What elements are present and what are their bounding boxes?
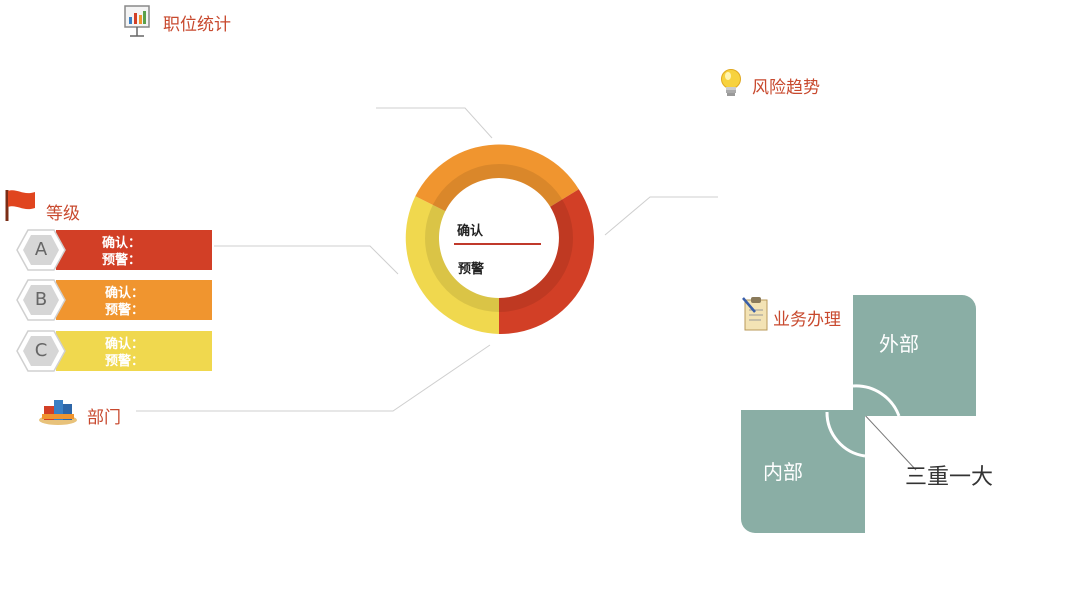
section-title-department: 部门 [87,408,121,428]
hexagon-badge-icon [16,279,66,321]
books-icon [39,400,77,425]
level-row-a: A 确认： 预警： [16,228,212,272]
section-title-level: 等级 [46,204,80,224]
ring-segment-yellow [405,196,499,334]
ring-segment-red [499,189,595,335]
level-bar-a [56,230,212,270]
tile-outer [853,295,976,416]
connector-callout [861,411,917,471]
flag-icon [5,190,35,221]
level-warn-c: 预警： [105,354,145,369]
level-letter-b: B [34,289,48,310]
tile-outer-label: 外部 [879,332,919,356]
presentation-chart-icon [124,5,150,37]
ring-segment-orange [415,144,579,212]
level-confirm-c: 确认： [105,337,145,352]
lightbulb-icon [721,69,741,96]
level-confirm-a: 确认： [102,236,142,251]
level-bar-b [56,280,212,320]
tile-inner [741,410,865,533]
hexagon-badge-icon [16,330,66,372]
donut-ring [405,144,595,335]
quadrant-arcs [825,384,901,458]
section-title-business: 业务办理 [773,310,841,330]
connector-position-stats [376,107,493,139]
section-title-position-stats: 职位统计 [163,15,231,35]
clipboard-icon [742,297,768,331]
connector-risk-trend [604,196,718,236]
level-bar-c [56,331,212,371]
level-letter-c: C [34,340,48,361]
connector-level [214,245,399,275]
level-warn-a: 预警： [102,253,142,268]
center-warn-label: 预警 [458,262,485,277]
callout-label: 三重一大 [905,465,994,490]
level-letter-a: A [34,239,48,260]
level-row-c: C 确认： 预警： [16,329,212,373]
section-title-risk-trend: 风险趋势 [752,78,820,98]
level-confirm-b: 确认： [105,286,145,301]
hexagon-badge-icon [16,229,66,271]
center-confirm-label: 确认 [457,224,484,239]
connector-department [136,344,491,412]
level-warn-b: 预警： [105,303,145,318]
level-row-b: B 确认： 预警： [16,278,212,322]
tile-inner-label: 内部 [763,460,803,484]
